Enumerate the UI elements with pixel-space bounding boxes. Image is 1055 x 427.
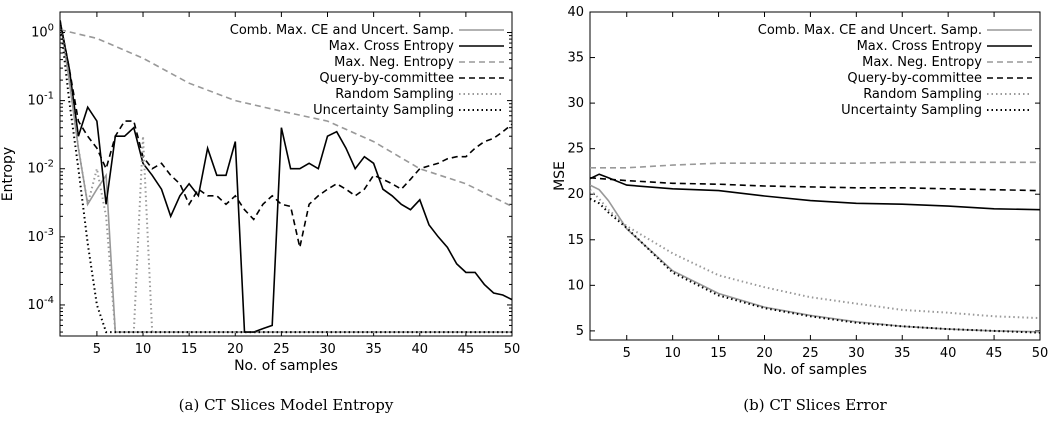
legend-label: Query-by-committee bbox=[847, 71, 982, 86]
y-axis-label: Entropy bbox=[0, 147, 16, 201]
x-tick-label: 45 bbox=[458, 342, 475, 357]
x-tick-label: 10 bbox=[664, 346, 681, 361]
y-tick-label: 30 bbox=[567, 96, 584, 111]
legend-label: Random Sampling bbox=[335, 87, 454, 102]
y-tick-label: 5 bbox=[576, 324, 584, 339]
series-line-max-neg-entropy bbox=[590, 161, 1040, 169]
y-tick-label: 15 bbox=[567, 233, 584, 248]
series-line-random-sampling bbox=[590, 188, 1040, 320]
series-line-uncertainty-sampling bbox=[590, 197, 1040, 334]
y-tick-label: 100 bbox=[31, 23, 54, 41]
legend-label: Max. Neg. Entropy bbox=[334, 55, 454, 70]
x-tick-label: 5 bbox=[93, 342, 101, 357]
chart-mse: 5 10 15 20 25 30 35 40 45 50 5 10 15 20 25 30 35 40 No. of… bbox=[552, 5, 1049, 414]
legend-label: Query-by-committee bbox=[319, 71, 454, 86]
x-tick-label: 40 bbox=[940, 346, 957, 361]
legend-label: Random Sampling bbox=[863, 87, 982, 102]
y-tick-label: 10-1 bbox=[27, 91, 54, 109]
series-line-max-cross-entropy bbox=[590, 173, 1040, 211]
y-tick-label: 10-4 bbox=[27, 295, 54, 313]
x-tick-label: 15 bbox=[710, 346, 727, 361]
x-tick-label: 35 bbox=[365, 342, 382, 357]
y-tick-label: 10-2 bbox=[27, 159, 54, 177]
y-tick-label: 10-3 bbox=[27, 227, 54, 245]
legend-label: Uncertainty Sampling bbox=[313, 103, 454, 118]
x-tick-label: 50 bbox=[504, 342, 521, 357]
series-line-max-neg-entropy bbox=[60, 28, 512, 208]
x-axis-label: No. of samples bbox=[234, 358, 338, 374]
chart-entropy: 5 10 15 20 25 30 35 40 45 50 100 10-1 10-2 10-3 10-4 No… bbox=[0, 11, 521, 414]
y-axis-label: MSE bbox=[552, 161, 568, 191]
y-tick-label: 40 bbox=[567, 5, 584, 20]
x-tick-label: 10 bbox=[135, 342, 152, 357]
series-line-max-cross-entropy bbox=[60, 20, 512, 333]
legend-label: Comb. Max. CE and Uncert. Samp. bbox=[758, 23, 982, 38]
series-line-uncertainty-sampling bbox=[60, 20, 512, 334]
x-tick-label: 40 bbox=[411, 342, 428, 357]
x-tick-label: 20 bbox=[756, 346, 773, 361]
series-line-query-by-committee bbox=[590, 177, 1040, 192]
x-axis-label: No. of samples bbox=[763, 362, 867, 378]
y-tick-label: 10 bbox=[567, 278, 584, 293]
x-tick-label: 5 bbox=[623, 346, 631, 361]
x-tick-label: 45 bbox=[986, 346, 1003, 361]
legend-label: Uncertainty Sampling bbox=[841, 103, 982, 118]
legend-label: Comb. Max. CE and Uncert. Samp. bbox=[230, 23, 454, 38]
legend-label: Max. Cross Entropy bbox=[329, 39, 455, 54]
plot-frame bbox=[589, 11, 1041, 341]
x-tick-label: 50 bbox=[1032, 346, 1049, 361]
x-tick-label: 25 bbox=[273, 342, 290, 357]
y-tick-label: 20 bbox=[567, 187, 584, 202]
y-tick-label: 25 bbox=[567, 142, 584, 157]
x-tick-label: 20 bbox=[227, 342, 244, 357]
x-tick-label: 35 bbox=[894, 346, 911, 361]
x-tick-label: 15 bbox=[181, 342, 198, 357]
x-tick-label: 30 bbox=[848, 346, 865, 361]
series-line-comb-max-ce-and-uncert-samp bbox=[590, 184, 1040, 333]
plot-frame bbox=[59, 11, 513, 337]
legend-label: Max. Neg. Entropy bbox=[862, 55, 982, 70]
x-tick-label: 25 bbox=[802, 346, 819, 361]
x-tick-label: 30 bbox=[319, 342, 336, 357]
figure-caption: (b) CT Slices Error bbox=[743, 396, 887, 414]
legend-label: Max. Cross Entropy bbox=[857, 39, 983, 54]
y-tick-label: 35 bbox=[567, 51, 584, 66]
series-line-query-by-committee bbox=[60, 20, 512, 248]
figure-caption: (a) CT Slices Model Entropy bbox=[179, 396, 394, 414]
